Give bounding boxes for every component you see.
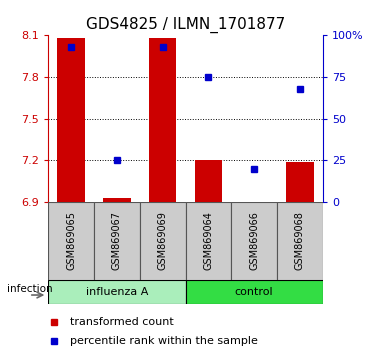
Bar (186, 202, 231, 280)
Bar (195, 160, 222, 202)
Bar (103, 198, 131, 202)
Bar (286, 161, 313, 202)
Bar (277, 202, 323, 280)
Text: percentile rank within the sample: percentile rank within the sample (70, 336, 258, 346)
Text: infection: infection (7, 284, 53, 294)
Bar (149, 38, 176, 202)
Text: GSM869069: GSM869069 (158, 211, 168, 270)
Text: GSM869064: GSM869064 (203, 211, 213, 270)
Bar (140, 202, 186, 280)
Bar (48, 280, 186, 304)
Text: GSM869066: GSM869066 (249, 211, 259, 270)
Bar (48, 202, 94, 280)
Text: influenza A: influenza A (86, 287, 148, 297)
Title: GDS4825 / ILMN_1701877: GDS4825 / ILMN_1701877 (86, 16, 285, 33)
Text: GSM869067: GSM869067 (112, 211, 122, 270)
Bar (186, 280, 323, 304)
Text: GSM869065: GSM869065 (66, 211, 76, 270)
Bar (231, 202, 277, 280)
Text: transformed count: transformed count (70, 317, 174, 327)
Bar (94, 202, 140, 280)
Text: GSM869068: GSM869068 (295, 211, 305, 270)
Bar (58, 38, 85, 202)
Text: control: control (235, 287, 273, 297)
